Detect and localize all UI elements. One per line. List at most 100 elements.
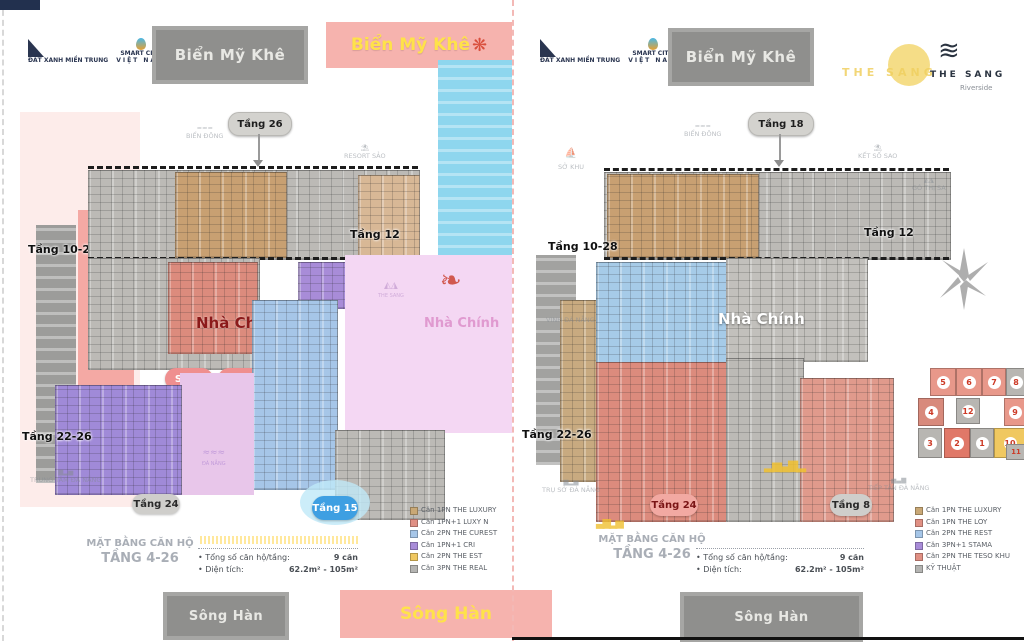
- mid-gray-plan: [726, 258, 868, 362]
- keyplan-cell: 9: [1004, 398, 1024, 426]
- keyplan-cell: 7: [982, 368, 1006, 396]
- phoenix-icon: ❋: [471, 34, 488, 56]
- blue-units: [252, 300, 338, 490]
- floor-label: Tầng 22-26: [522, 428, 592, 441]
- tan-column: [560, 300, 602, 482]
- plan-info-title-line1: MẶT BẰNG CĂN HỘ: [598, 534, 706, 545]
- building-edge: [88, 166, 418, 169]
- resort-watermark: ⛱ KẾT SỐ SAO: [858, 144, 898, 161]
- sea-banner: Biển Mỹ Khê ❋: [326, 22, 512, 68]
- floor-label: Tầng 10-28: [548, 240, 618, 253]
- panel-divider-dashes: [512, 0, 514, 641]
- legend-swatch: [410, 530, 418, 538]
- plan-info-title-line2: TẦNG 4-26: [613, 546, 691, 562]
- pointer-arrow-icon: [253, 160, 263, 167]
- area-value: 62.2m² - 105m²: [794, 565, 864, 574]
- bien-dong-watermark: ≈≈≈ BIỂN ĐÔNG: [186, 124, 224, 141]
- yellow-skyline-icon: ▃▆▂▅: [596, 516, 624, 529]
- lower-gray-plan: [726, 358, 804, 522]
- floor-label-bubble: Tầng 26: [228, 112, 292, 136]
- legend-swatch: [915, 530, 923, 538]
- wave-s-icon: ≋: [938, 36, 960, 66]
- river-box-gray: Sông Hàn: [163, 592, 289, 640]
- partner-logo-line1: SMART CITY: [632, 50, 673, 57]
- river-box-pink-label: Sông Hàn: [400, 604, 492, 624]
- mountain-logo-watermark: ◭◮ THE SANG: [378, 281, 404, 299]
- top-wing-tan-units: [175, 172, 287, 258]
- keyplan-cell: 1: [970, 428, 994, 458]
- mid-purple-units: [298, 262, 348, 309]
- legend-item: Căn 1PN+1 CRI: [410, 541, 510, 550]
- partner-logo-line2: VIỆT NAM: [116, 57, 165, 65]
- legend-item: Căn 2PN THE CUREST: [410, 529, 510, 538]
- resort-watermark: ⛱ RESORT SẢO: [344, 144, 386, 161]
- building-edge: [88, 257, 418, 260]
- floor-pill: Tầng 24: [132, 494, 180, 514]
- area-label: • Diện tích:: [696, 565, 742, 574]
- nhachinh-watermark-label: Nhà Chính: [424, 316, 500, 331]
- floor-pill-red: Tầng 24: [650, 494, 698, 516]
- legend-swatch: [410, 553, 418, 561]
- legend-swatch: [410, 564, 418, 573]
- legend-item: Căn 1PN+1 LUXY N: [410, 518, 510, 527]
- thesang-sub: Riverside: [960, 84, 993, 92]
- sailboat-icon: ⛵ SỞ KHU: [558, 148, 585, 171]
- plan-info-title-line2: TẦNG 4-26: [101, 550, 179, 566]
- lavender-highlight-block: [345, 255, 512, 433]
- area-value: 62.2m² - 105m²: [288, 565, 358, 574]
- purple-units: [55, 385, 182, 495]
- top-wing-beige-units: [358, 175, 420, 257]
- waves-watermark: ≈≈≈ ĐÀ NẴNG: [202, 448, 226, 467]
- keyplan-cell: 3: [918, 428, 942, 458]
- lavender-solid-block: [180, 373, 254, 495]
- units-value: 9 căn: [333, 553, 358, 562]
- plan-info-bullets: • Tổng số căn hộ/tầng: 9 căn • Diện tích:…: [696, 548, 864, 576]
- units-label: • Tổng số căn hộ/tầng:: [198, 553, 290, 562]
- blue-units: [596, 262, 728, 364]
- keyplan-cell: 12: [956, 398, 980, 424]
- legend-item: KỸ THUẬT: [915, 564, 1021, 573]
- thesang-name: THE SANG: [930, 70, 1006, 80]
- sun-icon: [888, 44, 930, 86]
- legend-swatch: [915, 564, 923, 573]
- legend-item: Căn 1PN THE LOY: [915, 518, 1021, 527]
- legend-item: Căn 2PN THE TESO KHU: [915, 552, 1021, 561]
- units-label: • Tổng số căn hộ/tầng:: [696, 553, 788, 562]
- floor-label: Tầng 12: [350, 228, 400, 241]
- legend-swatch: [915, 518, 923, 527]
- river-box-gray: Sông Hàn: [680, 592, 863, 642]
- trungtam-watermark: ▆▂▅ TRUNG TÂM ĐÀ NẴNG: [30, 468, 102, 485]
- floor-label-bubble: Tầng 18: [748, 112, 814, 136]
- legend-swatch: [915, 553, 923, 561]
- unit-type-legend: Căn 1PN THE LUXURY Căn 1PN+1 LUXY N Căn …: [410, 506, 510, 575]
- sea-title-box: Biển Mỹ Khê: [668, 28, 814, 86]
- plan-info-title: MẶT BẰNG CĂN HỘ TẦNG 4-26: [84, 538, 196, 567]
- cyan-water-block: [438, 60, 512, 260]
- sea-title-box: Biển Mỹ Khê: [152, 26, 308, 84]
- pointer-stem: [258, 134, 260, 160]
- red-leaf-icon: ❧: [440, 266, 462, 296]
- salmon-units: [800, 378, 894, 522]
- legend-item: Căn 1PN THE LUXURY: [915, 506, 1021, 515]
- legend-item: Căn 3PN THE REAL: [410, 564, 510, 573]
- legend-item: Căn 2PN THE REST: [915, 529, 1021, 538]
- pointer-arrow-icon: [774, 160, 784, 167]
- thesang-yellow-row: THE SANG: [842, 66, 937, 79]
- developer-logo-text: ĐẤT XANH MIỀN TRUNG: [540, 57, 621, 65]
- legend-swatch: [410, 541, 418, 550]
- keyplan-cell: 6: [956, 368, 982, 396]
- smartcity-drop-icon: [135, 38, 146, 50]
- legend-swatch: [410, 507, 418, 515]
- keyplan-cell: 5: [930, 368, 956, 396]
- main-house-label: Nhà Chính: [718, 310, 805, 328]
- compass-icon: [940, 248, 988, 310]
- keyplan-cell: 8: [1006, 368, 1024, 396]
- plan-info-title-line1: MẶT BẰNG CĂN HỘ: [86, 538, 194, 549]
- floor-label: Tầng 22-26: [22, 430, 92, 443]
- developer-logo-text: ĐẤT XANH MIỀN TRUNG: [28, 57, 109, 65]
- developer-logo: ĐẤT XANH MIỀN TRUNG SMART CITY VIỆT NAM: [540, 38, 677, 64]
- sail-icon: [540, 39, 556, 58]
- plan-info-title: MẶT BẰNG CĂN HỘ TẦNG 4-26: [596, 534, 708, 563]
- legend-swatch: [915, 541, 923, 550]
- keyplan-cell: 2: [944, 428, 970, 458]
